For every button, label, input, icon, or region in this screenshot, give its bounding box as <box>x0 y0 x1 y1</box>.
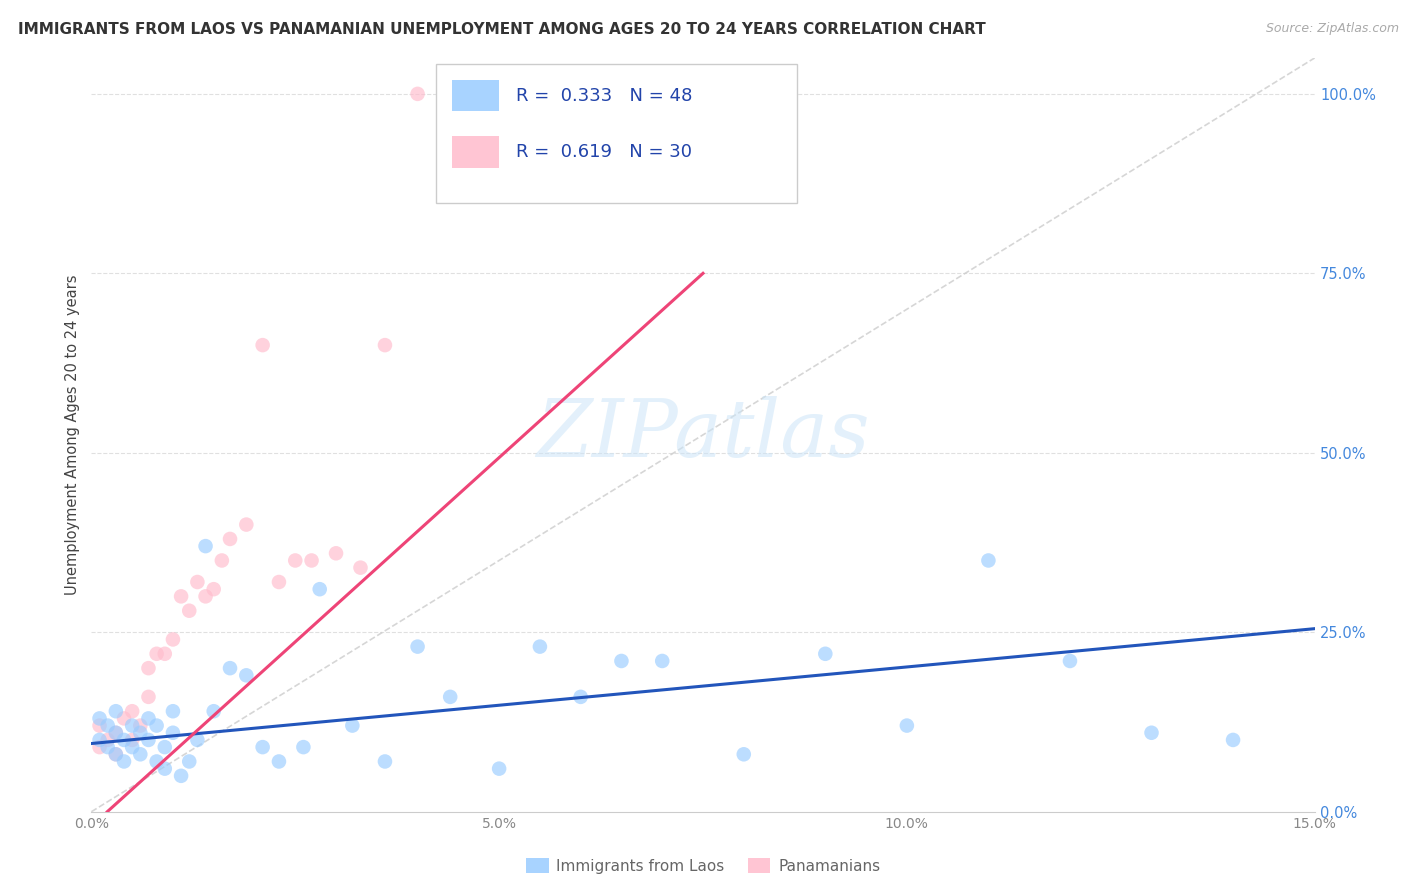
Point <box>129 747 152 762</box>
Point <box>219 661 242 675</box>
Point <box>104 747 127 762</box>
Point <box>170 590 193 604</box>
Point <box>186 733 208 747</box>
FancyBboxPatch shape <box>453 136 499 168</box>
Point <box>1140 725 1163 739</box>
Point <box>308 582 330 597</box>
Text: IMMIGRANTS FROM LAOS VS PANAMANIAN UNEMPLOYMENT AMONG AGES 20 TO 24 YEARS CORREL: IMMIGRANTS FROM LAOS VS PANAMANIAN UNEMP… <box>18 22 986 37</box>
Point <box>529 640 551 654</box>
Point <box>145 755 167 769</box>
Point <box>211 553 233 567</box>
Y-axis label: Unemployment Among Ages 20 to 24 years: Unemployment Among Ages 20 to 24 years <box>65 275 80 595</box>
Point <box>104 704 127 718</box>
Point <box>252 740 274 755</box>
Point <box>235 517 257 532</box>
FancyBboxPatch shape <box>453 80 499 112</box>
Point <box>252 338 274 352</box>
Point <box>97 733 120 747</box>
Point <box>153 740 176 755</box>
Point <box>179 755 201 769</box>
Point <box>179 604 201 618</box>
Point <box>194 539 217 553</box>
Point <box>89 718 111 732</box>
Point <box>186 574 208 589</box>
Point <box>1059 654 1081 668</box>
Point <box>162 725 184 739</box>
Point <box>97 718 120 732</box>
Point <box>325 546 347 560</box>
Text: ZIPatlas: ZIPatlas <box>536 396 870 474</box>
Point <box>406 640 429 654</box>
Point <box>342 718 364 732</box>
Point <box>89 733 111 747</box>
Point <box>219 532 242 546</box>
Point <box>267 755 290 769</box>
Point <box>104 725 127 739</box>
Point <box>569 690 592 704</box>
Point <box>89 740 111 755</box>
FancyBboxPatch shape <box>436 64 797 203</box>
Point <box>349 560 371 574</box>
Point <box>610 654 633 668</box>
Point <box>292 740 315 755</box>
Point <box>153 762 176 776</box>
Point <box>733 747 755 762</box>
Point <box>406 87 429 101</box>
Point <box>145 647 167 661</box>
Point <box>112 711 135 725</box>
Point <box>112 755 135 769</box>
Point <box>977 553 1000 567</box>
Point <box>202 704 225 718</box>
Point <box>488 762 510 776</box>
Point <box>170 769 193 783</box>
Point <box>138 690 160 704</box>
Legend: Immigrants from Laos, Panamanians: Immigrants from Laos, Panamanians <box>520 852 886 880</box>
Point <box>896 718 918 732</box>
Point <box>138 733 160 747</box>
Text: R =  0.333   N = 48: R = 0.333 N = 48 <box>516 87 692 104</box>
Point <box>374 755 396 769</box>
Point <box>129 718 152 732</box>
Point <box>97 740 120 755</box>
Point <box>162 704 184 718</box>
Point <box>138 711 160 725</box>
Point <box>121 733 143 747</box>
Text: R =  0.619   N = 30: R = 0.619 N = 30 <box>516 144 692 161</box>
Point <box>121 704 143 718</box>
Point <box>121 718 143 732</box>
Point <box>267 574 290 589</box>
Point <box>138 661 160 675</box>
Point <box>112 733 135 747</box>
Point <box>145 718 167 732</box>
Point <box>153 647 176 661</box>
Point <box>284 553 307 567</box>
Point <box>104 725 127 739</box>
Point <box>121 740 143 755</box>
Point <box>129 725 152 739</box>
Point <box>104 747 127 762</box>
Point <box>814 647 837 661</box>
Point <box>89 711 111 725</box>
Point <box>235 668 257 682</box>
Point <box>439 690 461 704</box>
Point <box>1222 733 1244 747</box>
Point <box>162 632 184 647</box>
Point <box>374 338 396 352</box>
Point <box>301 553 323 567</box>
Point <box>194 590 217 604</box>
Point <box>202 582 225 597</box>
Point <box>651 654 673 668</box>
Text: Source: ZipAtlas.com: Source: ZipAtlas.com <box>1265 22 1399 36</box>
